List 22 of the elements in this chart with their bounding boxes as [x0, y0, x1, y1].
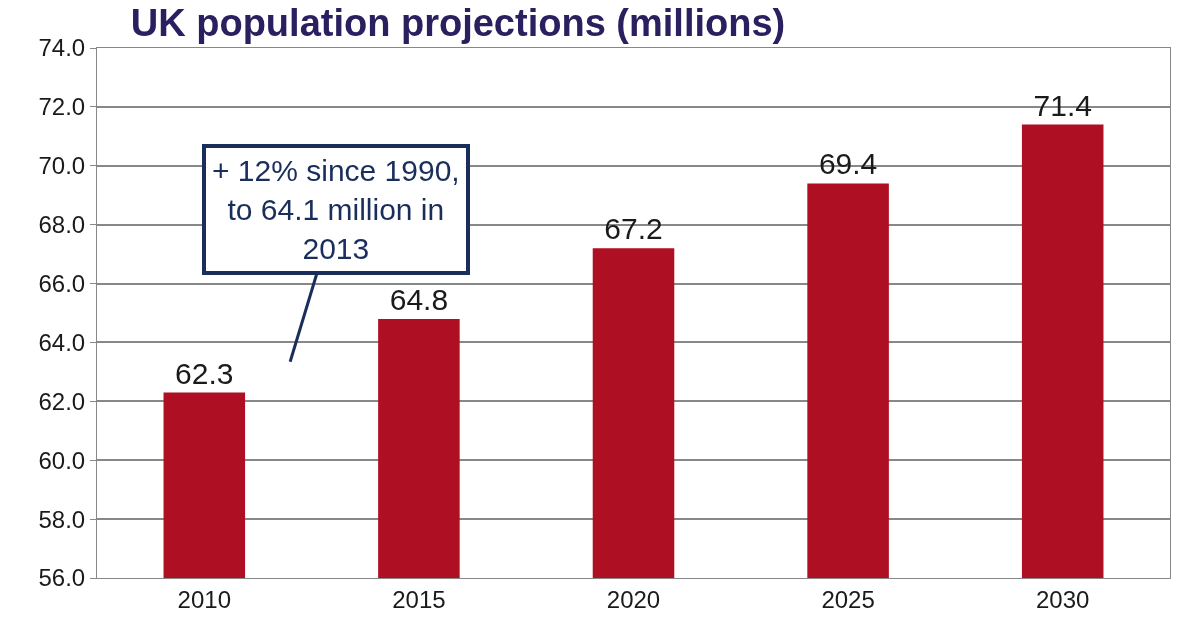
data-label: 69.4	[818, 147, 878, 181]
data-label: 67.2	[604, 212, 663, 246]
y-tick-label: 72.0	[38, 93, 86, 121]
data-label: 62.3	[175, 356, 234, 390]
x-tick-label: 2020	[606, 585, 661, 613]
y-tick-label: 62.0	[38, 387, 86, 415]
y-tick-label: 64.0	[38, 328, 86, 356]
chart-title: UK population projections (millions)	[130, 2, 786, 45]
y-tick-label: 56.0	[38, 564, 86, 592]
x-tick-label: 2030	[1036, 585, 1090, 613]
data-label: 71.4	[1033, 88, 1092, 122]
annotation: + 12% since 1990, to 64.1 million in 2013	[212, 154, 460, 265]
y-tick-label: 70.0	[38, 152, 86, 180]
x-tick-label: 2010	[177, 585, 231, 613]
x-tick-label: 2025	[821, 585, 875, 613]
y-tick-label: 74.0	[38, 34, 86, 62]
y-tick-label: 66.0	[38, 269, 86, 297]
data-label: 64.8	[389, 282, 449, 316]
x-tick-label: 2015	[392, 585, 446, 613]
y-tick-label: 60.0	[38, 446, 86, 474]
y-tick-label: 58.0	[38, 505, 86, 533]
y-tick-label: 68.0	[38, 211, 86, 239]
